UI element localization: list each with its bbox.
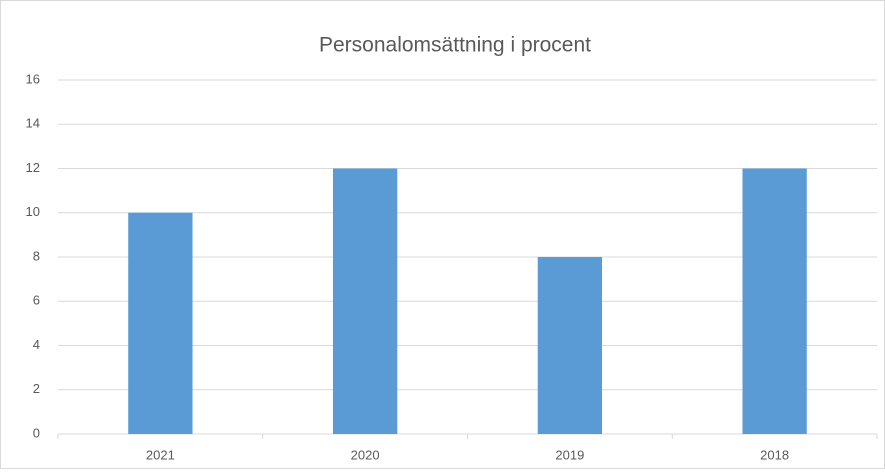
y-tick-label: 14: [26, 116, 40, 131]
x-tick-label: 2020: [351, 447, 380, 462]
x-tick-label: 2021: [146, 447, 175, 462]
y-tick-label: 2: [33, 381, 40, 396]
y-tick-label: 10: [26, 204, 40, 219]
y-tick-label: 0: [33, 425, 40, 440]
bar: [537, 257, 603, 434]
bar: [332, 168, 398, 434]
x-tick-label: 2019: [555, 447, 584, 462]
bar: [128, 212, 193, 434]
y-tick-label: 12: [26, 160, 40, 175]
bar: [742, 168, 807, 434]
y-tick-label: 4: [33, 337, 40, 352]
y-tick-label: 6: [33, 293, 40, 308]
x-tick-label: 2018: [760, 447, 789, 462]
y-tick-label: 8: [33, 248, 40, 263]
y-tick-label: 16: [26, 71, 40, 86]
chart-title: Personalomsättning i procent: [319, 34, 591, 57]
